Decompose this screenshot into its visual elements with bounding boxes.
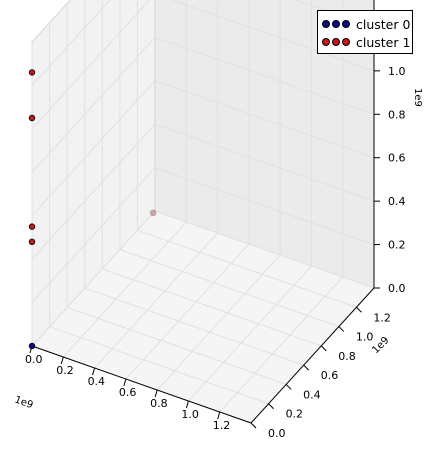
legend-marker-cluster-1: [322, 37, 352, 47]
grid-line-x: [62, 0, 187, 358]
grid-line-z: [31, 0, 375, 130]
pane-back: [155, 0, 374, 288]
x-tick-label: 0.4: [88, 375, 106, 388]
x-tick-label: 0.6: [119, 386, 137, 399]
data-point-series-1-1: [28, 114, 36, 122]
z-tick-label: 0.8: [388, 108, 406, 121]
data-point-series-1-0: [28, 69, 36, 76]
y-tick-label: 0.8: [338, 350, 356, 363]
y-tick-label: 1.0: [356, 331, 374, 344]
legend-item-cluster-1: cluster 1: [322, 33, 410, 51]
pane-left: [32, 0, 155, 346]
x-tick: [60, 356, 64, 365]
grid-line-x: [125, 0, 250, 380]
x-tick: [92, 367, 96, 376]
x-tick-label: 1.0: [181, 408, 199, 421]
y-tick-label: 0.4: [303, 388, 321, 401]
z-tick-label: 0.6: [388, 152, 406, 165]
x-tick-label: 0.2: [56, 364, 74, 377]
grid-line-x: [188, 0, 312, 402]
z-tick-label: 0.0: [388, 282, 406, 295]
legend-label-cluster-1: cluster 1: [356, 34, 411, 50]
x-tick-label: 0.0: [25, 353, 43, 366]
grid-line-y: [66, 3, 287, 385]
grid-line-x: [219, 0, 344, 413]
data-point-series-0-0: [28, 342, 36, 350]
z-tick-label: 1.0: [388, 65, 406, 78]
data-point-series-1-2: [28, 223, 36, 230]
legend-label-cluster-0: cluster 0: [356, 16, 411, 32]
grid-line-z: [31, 0, 375, 86]
z-offset-label: 1e9: [412, 88, 423, 107]
grid-line-y: [49, 22, 269, 405]
y-tick: [320, 345, 327, 352]
x-tick-label: 0.8: [150, 397, 168, 410]
legend-item-cluster-0: cluster 0: [322, 15, 410, 33]
y-axis-line: [250, 287, 375, 424]
x-axis-line: [31, 345, 252, 424]
legend-marker-cluster-0: [322, 19, 352, 29]
y-tick: [303, 364, 310, 371]
y-tick-label: 1.2: [373, 311, 391, 324]
x-tick: [185, 400, 189, 409]
x-tick: [217, 411, 221, 420]
pane-floor: [32, 211, 374, 423]
y-tick-label: 0.6: [321, 369, 339, 382]
grid-line-y: [101, 0, 322, 347]
data-point-series-1-4: [149, 209, 157, 217]
grid-line-y: [136, 0, 357, 308]
x-offset-label: 1e9: [13, 394, 35, 411]
y-tick: [268, 403, 274, 410]
x-tick-label: 1.2: [213, 419, 231, 432]
y-tick-label: 0.2: [286, 408, 304, 421]
x-tick: [123, 378, 127, 387]
legend: cluster 0 cluster 1: [317, 10, 413, 54]
x-tick: [154, 389, 158, 398]
y-tick-label: 0.0: [268, 427, 286, 440]
grid-line-y: [119, 0, 340, 328]
y-tick: [356, 306, 362, 313]
z-tick-label: 0.2: [388, 239, 406, 252]
y-tick: [285, 384, 292, 390]
data-point-series-1-3: [28, 238, 36, 245]
z-tick-label: 0.4: [388, 195, 406, 208]
grid-line-x: [156, 0, 281, 391]
y-offset-label: 1e9: [370, 335, 391, 356]
grid-line-y: [84, 0, 304, 366]
y-tick: [250, 422, 257, 429]
y-tick: [338, 326, 345, 332]
grid-line-x: [94, 0, 219, 369]
